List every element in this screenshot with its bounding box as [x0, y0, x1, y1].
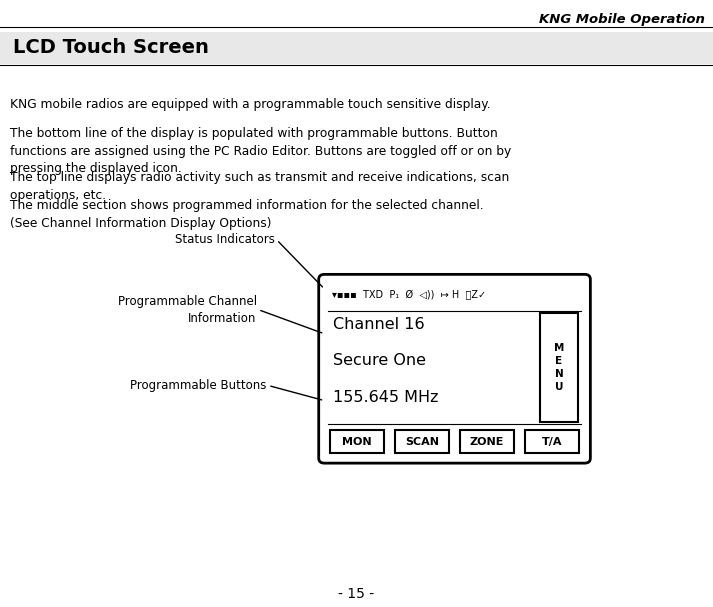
Text: Status Indicators: Status Indicators — [175, 233, 275, 246]
Text: M
E
N
U: M E N U — [554, 343, 564, 392]
Text: ZONE: ZONE — [470, 437, 504, 447]
Text: Programmable Buttons: Programmable Buttons — [130, 379, 267, 392]
Text: KNG Mobile Operation: KNG Mobile Operation — [538, 13, 704, 26]
Text: SCAN: SCAN — [405, 437, 439, 447]
Text: The top line displays radio activity such as transmit and receive indications, s: The top line displays radio activity suc… — [10, 171, 509, 202]
FancyBboxPatch shape — [461, 430, 514, 453]
FancyBboxPatch shape — [540, 313, 578, 422]
Text: Secure One: Secure One — [333, 353, 426, 368]
Text: 155.645 MHz: 155.645 MHz — [333, 390, 438, 405]
Text: LCD Touch Screen: LCD Touch Screen — [13, 38, 209, 58]
FancyBboxPatch shape — [0, 32, 713, 64]
Text: The bottom line of the display is populated with programmable buttons. Button
fu: The bottom line of the display is popula… — [10, 127, 511, 175]
Text: KNG mobile radios are equipped with a programmable touch sensitive display.: KNG mobile radios are equipped with a pr… — [10, 98, 491, 111]
FancyBboxPatch shape — [395, 430, 448, 453]
Text: The middle section shows programmed information for the selected channel.
(See C: The middle section shows programmed info… — [10, 199, 483, 229]
Text: - 15 -: - 15 - — [339, 586, 374, 601]
FancyBboxPatch shape — [525, 430, 579, 453]
Text: Programmable Channel
Information: Programmable Channel Information — [118, 294, 257, 325]
FancyBboxPatch shape — [319, 274, 590, 463]
Text: Channel 16: Channel 16 — [333, 317, 425, 332]
Text: MON: MON — [342, 437, 371, 447]
Text: ▾▪▪▪  TXD  P₁  Ø  ◁))  ↦ H  ᶑZ✓: ▾▪▪▪ TXD P₁ Ø ◁)) ↦ H ᶑZ✓ — [332, 290, 486, 300]
Text: T/A: T/A — [542, 437, 563, 447]
FancyBboxPatch shape — [330, 430, 384, 453]
